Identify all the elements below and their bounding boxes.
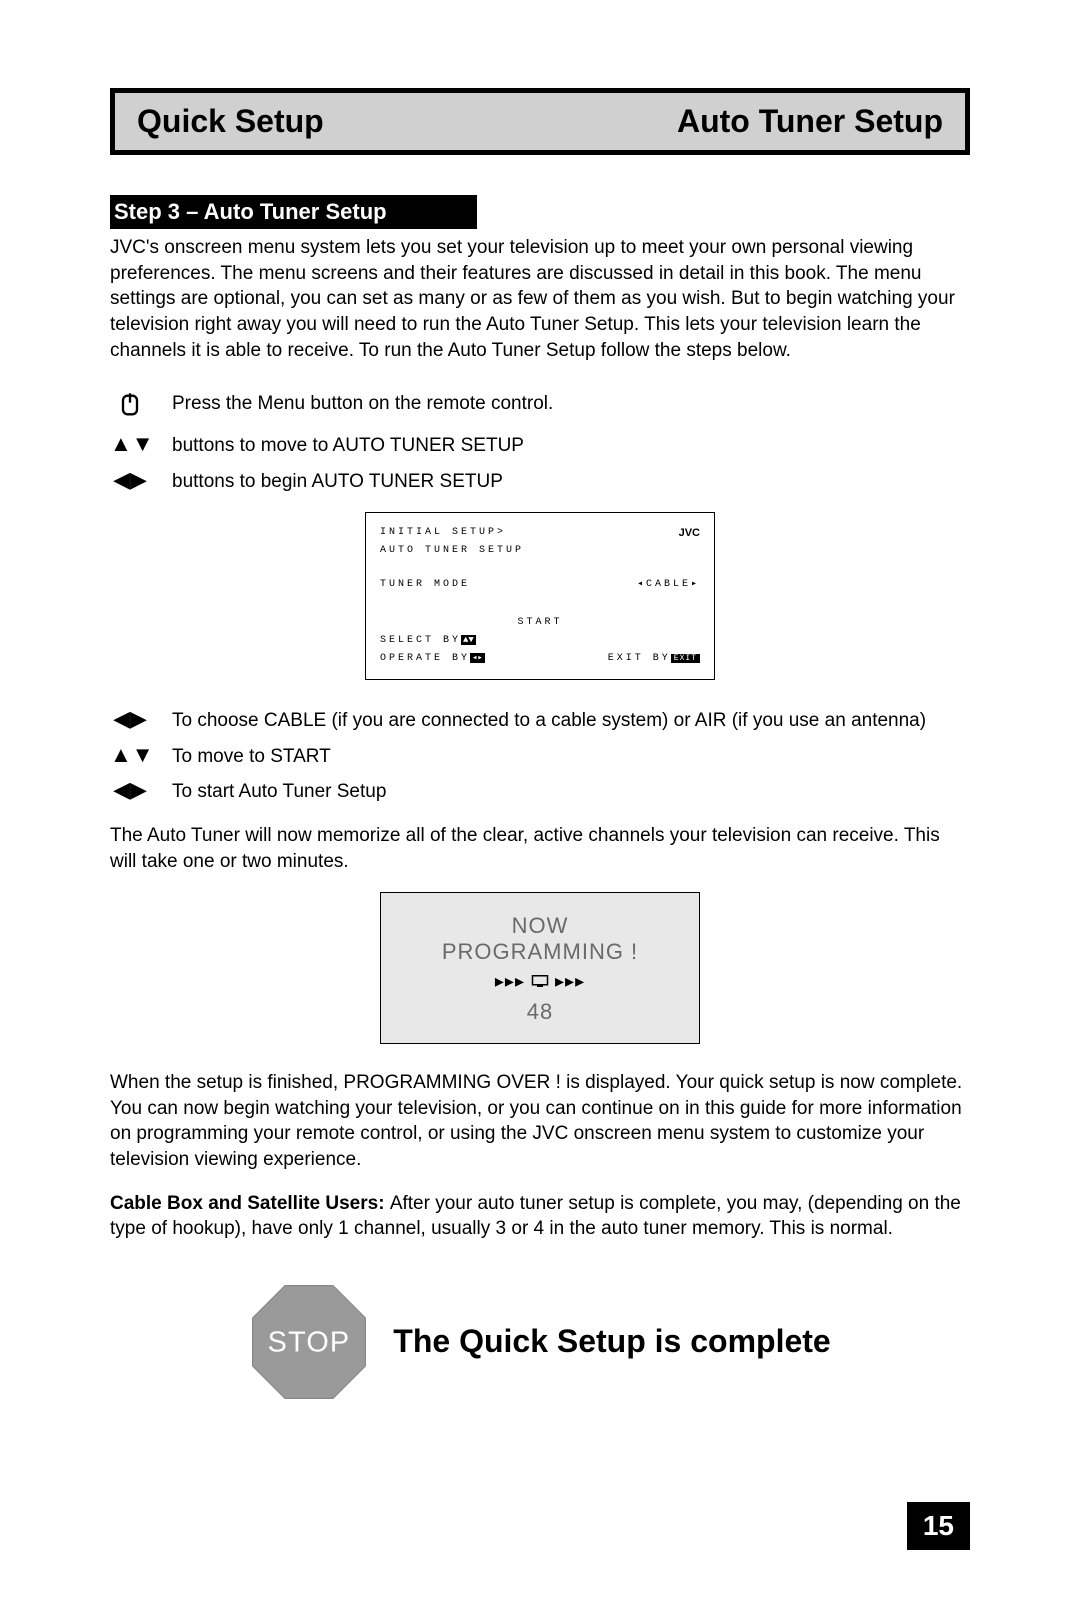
intro-paragraph: JVC's onscreen menu system lets you set … [110, 235, 970, 363]
prog-arrows: ▸▸▸ ▸▸▸ [391, 971, 689, 993]
instruction-text: Press the Menu button on the remote cont… [172, 391, 970, 417]
onscreen-menu-mock: INITIAL SETUP> JVC AUTO TUNER SETUP TUNE… [365, 512, 715, 680]
note-bold: Cable Box and Satellite Users: [110, 1193, 390, 1214]
menu-line1: INITIAL SETUP> [380, 525, 506, 543]
instruction-row: To choose CABLE (if you are connected to… [110, 708, 970, 734]
stop-sign-text: STOP [268, 1326, 351, 1358]
page-number: 15 [907, 1502, 970, 1550]
conclusion-paragraph: When the setup is finished, PROGRAMMING … [110, 1070, 970, 1173]
menu-tuner-label: TUNER MODE [380, 577, 470, 593]
programming-box: NOW PROGRAMMING ! ▸▸▸ ▸▸▸ 48 [380, 892, 700, 1044]
menu-brand: JVC [679, 525, 700, 543]
menu-exit: EXIT BY [608, 653, 671, 664]
menu-start: START [380, 615, 700, 631]
header-right: Auto Tuner Setup [677, 103, 943, 140]
tv-icon [531, 972, 549, 993]
instruction-row: buttons to begin AUTO TUNER SETUP [110, 469, 970, 495]
stop-complete-text: The Quick Setup is complete [393, 1323, 830, 1360]
instruction-row: To start Auto Tuner Setup [110, 779, 970, 805]
instruction-row: To move to START [110, 744, 970, 770]
stop-sign-icon: STOP [249, 1282, 369, 1402]
menu-exit-badge: EXIT [671, 654, 700, 663]
menu-operate-badge: ◂▸ [470, 653, 485, 663]
instruction-text: buttons to begin AUTO TUNER SETUP [172, 469, 970, 495]
left-right-arrows-icon [110, 708, 150, 730]
press-icon [110, 391, 150, 423]
instruction-text: To choose CABLE (if you are connected to… [172, 708, 970, 734]
stop-row: STOP The Quick Setup is complete [110, 1282, 970, 1402]
note-paragraph: Cable Box and Satellite Users: After you… [110, 1191, 970, 1242]
header-left: Quick Setup [137, 103, 324, 140]
menu-line2: AUTO TUNER SETUP [380, 543, 700, 559]
page-header: Quick Setup Auto Tuner Setup [110, 88, 970, 155]
menu-operate: OPERATE BY [380, 653, 470, 664]
menu-select-badge: ▲▼ [461, 635, 476, 645]
instruction-row: Press the Menu button on the remote cont… [110, 391, 970, 423]
instruction-text: To start Auto Tuner Setup [172, 779, 970, 805]
instruction-text: To move to START [172, 744, 970, 770]
left-right-arrows-icon [110, 779, 150, 801]
instruction-text: buttons to move to AUTO TUNER SETUP [172, 433, 970, 459]
menu-select: SELECT BY [380, 635, 461, 646]
instruction-row: buttons to move to AUTO TUNER SETUP [110, 433, 970, 459]
prog-line2: PROGRAMMING ! [391, 939, 689, 965]
menu-tuner-value: ◂CABLE▸ [637, 577, 700, 593]
up-down-arrows-icon [110, 744, 150, 766]
prog-line1: NOW [391, 913, 689, 939]
left-right-arrows-icon [110, 469, 150, 491]
mid-paragraph: The Auto Tuner will now memorize all of … [110, 823, 970, 874]
prog-number: 48 [391, 999, 689, 1025]
up-down-arrows-icon [110, 433, 150, 455]
step-label: Step 3 – Auto Tuner Setup [110, 195, 477, 229]
